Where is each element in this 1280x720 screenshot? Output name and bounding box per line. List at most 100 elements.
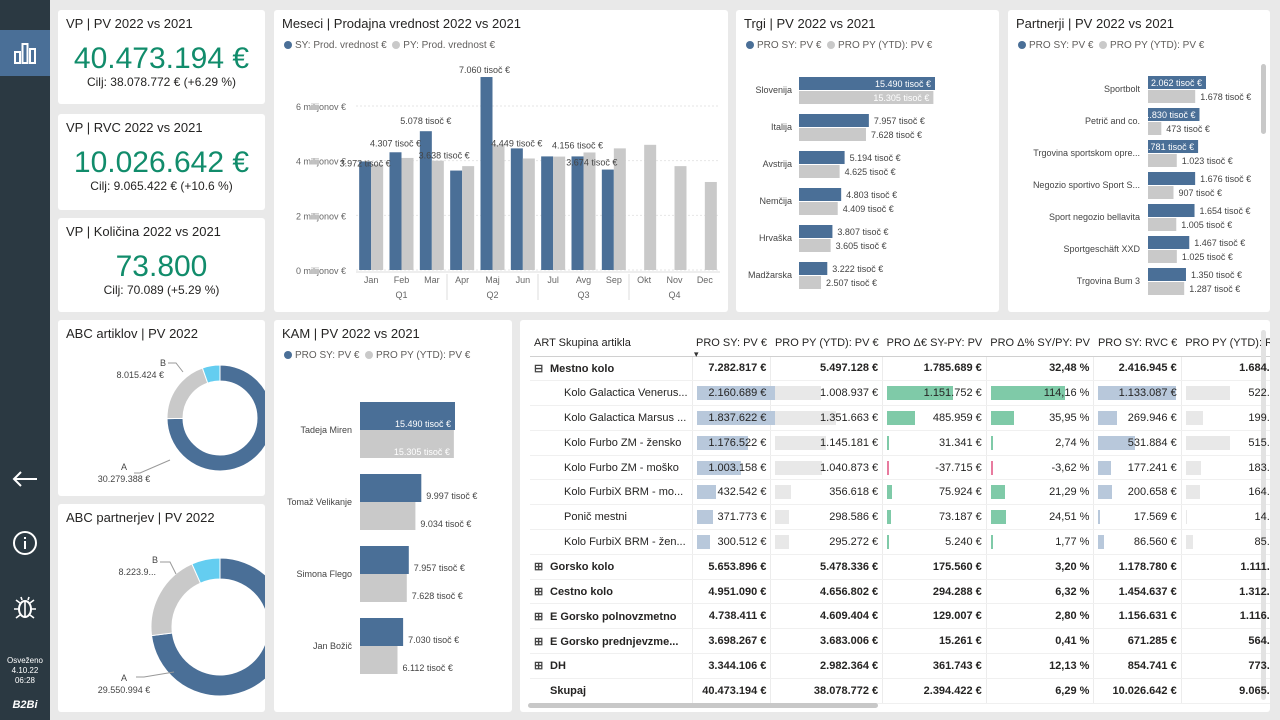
- bar-sy[interactable]: [450, 170, 463, 270]
- bar-py[interactable]: [462, 166, 475, 270]
- total-row[interactable]: Skupaj 40.473.194 €38.078.772 €2.394.422 …: [530, 677, 1270, 704]
- kpi-card-kolicina[interactable]: VP | Količina 2022 vs 2021 73.800 Cilj: …: [58, 218, 265, 312]
- bar-sy[interactable]: [571, 156, 584, 270]
- expand-icon[interactable]: ⊞: [534, 561, 544, 574]
- bar-sy[interactable]: [389, 152, 402, 270]
- bar-sy[interactable]: [360, 474, 422, 502]
- matrix-table[interactable]: ART Skupina artikla PRO SY: PV € ▾ PRO PY (…: [530, 330, 1270, 704]
- group-row[interactable]: ⊞ E Gorsko polnovzmetno 4.738.411 €4.609.4…: [530, 603, 1270, 630]
- column-header[interactable]: PRO SY: RVC €: [1093, 330, 1182, 357]
- bar-sy[interactable]: [601, 169, 614, 270]
- bar-py[interactable]: [360, 502, 416, 530]
- table-row[interactable]: Kolo Furbo ZM - žensko 1.176.522 €1.145.1…: [530, 430, 1270, 456]
- bar-sy[interactable]: [360, 618, 404, 646]
- bar-py[interactable]: [1148, 186, 1174, 199]
- bar-py[interactable]: [1148, 122, 1162, 135]
- bar-py[interactable]: [644, 144, 657, 270]
- bar-py[interactable]: [799, 202, 838, 215]
- donut-slice-c[interactable]: [191, 557, 221, 584]
- column-header[interactable]: PRO SY: PV € ▾: [692, 330, 771, 359]
- bar-py[interactable]: [431, 160, 444, 270]
- table-row[interactable]: Kolo Galactica Venerus... 2.160.689 €1.00…: [530, 380, 1270, 407]
- bar-py[interactable]: [401, 157, 414, 270]
- horizontal-scrollbar[interactable]: [528, 703, 878, 708]
- vertical-scrollbar[interactable]: [1261, 330, 1266, 700]
- bar-sy[interactable]: [541, 156, 554, 270]
- donut-slice-c[interactable]: [201, 364, 221, 384]
- column-header[interactable]: PRO PY (YTD): PV €: [770, 330, 883, 357]
- abc-artiklov-donut[interactable]: B 8.015.424 € A 30.279.388 €: [58, 320, 265, 496]
- bug-report-button[interactable]: [0, 584, 50, 630]
- leader-line-b[interactable]: [168, 362, 184, 373]
- collapse-icon[interactable]: ⊟: [534, 362, 544, 375]
- group-row[interactable]: ⊞ Cestno kolo 4.951.090 €4.656.802 €294.28…: [530, 579, 1270, 605]
- partnerji-bar-chart[interactable]: Sportbolt 2.062 tisoč € 1.678 tisoč € Petri…: [1008, 10, 1270, 312]
- kpi-card-pv[interactable]: VP | PV 2022 vs 2021 40.473.194 € Cilj: …: [58, 10, 265, 104]
- partnerji-chart-card[interactable]: Partnerji | PV 2022 vs 2021 PRO SY: PV €…: [1008, 10, 1270, 312]
- bar-sy[interactable]: [1148, 236, 1190, 249]
- info-button[interactable]: [0, 520, 50, 566]
- bar-py[interactable]: [553, 156, 566, 270]
- donut-slice-a[interactable]: [166, 364, 265, 472]
- table-row[interactable]: Ponič mestni 371.773 €298.586 €73.187 €24…: [530, 504, 1270, 531]
- expand-icon[interactable]: ⊞: [534, 660, 544, 673]
- bar-sy[interactable]: [1148, 268, 1186, 281]
- trgi-bar-chart[interactable]: Slovenija 15.490 tisoč € 15.305 tisoč € Ita…: [736, 10, 999, 312]
- matrix-card[interactable]: ART Skupina artikla PRO SY: PV € ▾ PRO PY (…: [520, 320, 1270, 712]
- bar-py[interactable]: [799, 165, 840, 178]
- table-row[interactable]: Kolo FurbiX BRM - mo... 432.542 €356.618 …: [530, 479, 1270, 506]
- sort-desc-icon[interactable]: ▾: [694, 348, 699, 359]
- donut-slice-b[interactable]: [166, 367, 209, 420]
- leader-line-b[interactable]: [160, 561, 177, 575]
- kam-chart-card[interactable]: KAM | PV 2022 vs 2021 PRO SY: PV € PRO P…: [274, 320, 512, 712]
- bar-py[interactable]: [799, 276, 822, 289]
- bar-py[interactable]: [1148, 218, 1177, 231]
- column-header[interactable]: PRO PY (YTD): RVC €: [1181, 330, 1270, 357]
- expand-icon[interactable]: ⊞: [534, 610, 544, 623]
- bar-py[interactable]: [1148, 90, 1196, 103]
- bar-sy[interactable]: [1148, 140, 1199, 153]
- abc-partnerjev-card[interactable]: ABC partnerjev | PV 2022 B 8.223.9... A 29.…: [58, 504, 265, 712]
- group-row[interactable]: ⊞ DH 3.344.106 €2.982.364 €361.743 €12,13 …: [530, 653, 1270, 679]
- kam-bar-chart[interactable]: Tadeja Miren 15.490 tisoč € 15.305 tisoč €…: [274, 320, 512, 712]
- bar-py[interactable]: [1148, 282, 1185, 295]
- scrollbar[interactable]: [1261, 64, 1266, 134]
- bar-sy[interactable]: [359, 161, 372, 270]
- monthly-chart-card[interactable]: Meseci | Prodajna vrednost 2022 vs 2021 …: [274, 10, 728, 312]
- column-header[interactable]: PRO Δ€ SY-PY: PV: [882, 330, 987, 357]
- report-nav-button[interactable]: [0, 30, 50, 76]
- bar-py[interactable]: [1148, 154, 1177, 167]
- bar-sy[interactable]: [799, 151, 845, 164]
- table-row[interactable]: Kolo Furbo ZM - moško 1.003.158 €1.040.87…: [530, 455, 1270, 481]
- kpi-card-rvc[interactable]: VP | RVC 2022 vs 2021 10.026.642 € Cilj:…: [58, 114, 265, 210]
- expand-icon[interactable]: ⊞: [534, 635, 544, 648]
- trgi-chart-card[interactable]: Trgi | PV 2022 vs 2021 PRO SY: PV € PRO …: [736, 10, 999, 312]
- donut-slice-b[interactable]: [150, 563, 202, 637]
- group-row[interactable]: ⊞ E Gorsko prednjevzme... 3.698.267 €3.683…: [530, 628, 1270, 655]
- bar-sy[interactable]: [419, 131, 432, 270]
- back-button[interactable]: [0, 456, 50, 502]
- bar-sy[interactable]: [799, 188, 842, 201]
- bar-sy[interactable]: [360, 546, 409, 574]
- bar-py[interactable]: [1148, 250, 1177, 263]
- expand-icon[interactable]: ⊞: [534, 586, 544, 599]
- bar-sy[interactable]: [1148, 76, 1206, 89]
- bar-sy[interactable]: [1148, 204, 1195, 217]
- bar-sy[interactable]: [799, 225, 833, 238]
- monthly-bar-chart[interactable]: 0 milijonov € 2 milijonov € 4 milijonov € 6…: [274, 10, 728, 312]
- leader-line-a[interactable]: [136, 671, 175, 678]
- bar-sy[interactable]: [480, 77, 493, 270]
- abc-partnerjev-donut[interactable]: B 8.223.9... A 29.550.994 €: [58, 504, 265, 712]
- bar-sy[interactable]: [360, 402, 455, 430]
- bar-sy[interactable]: [510, 148, 523, 270]
- group-row[interactable]: ⊞ Gorsko kolo 5.653.896 €5.478.336 €175.56…: [530, 554, 1270, 580]
- bar-sy[interactable]: [799, 77, 935, 90]
- bar-py[interactable]: [360, 646, 398, 674]
- table-row[interactable]: Kolo Galactica Marsus ... 1.837.622 €1.35…: [530, 405, 1270, 431]
- column-header[interactable]: PRO Δ% SY/PY: PV: [986, 330, 1094, 357]
- bar-sy[interactable]: [799, 114, 869, 127]
- group-row[interactable]: ⊟ Mestno kolo 7.282.817 €5.497.128 €1.785.…: [530, 356, 1270, 382]
- bar-sy[interactable]: [799, 262, 828, 275]
- bar-py[interactable]: [583, 152, 596, 270]
- bar-sy[interactable]: [1148, 108, 1200, 121]
